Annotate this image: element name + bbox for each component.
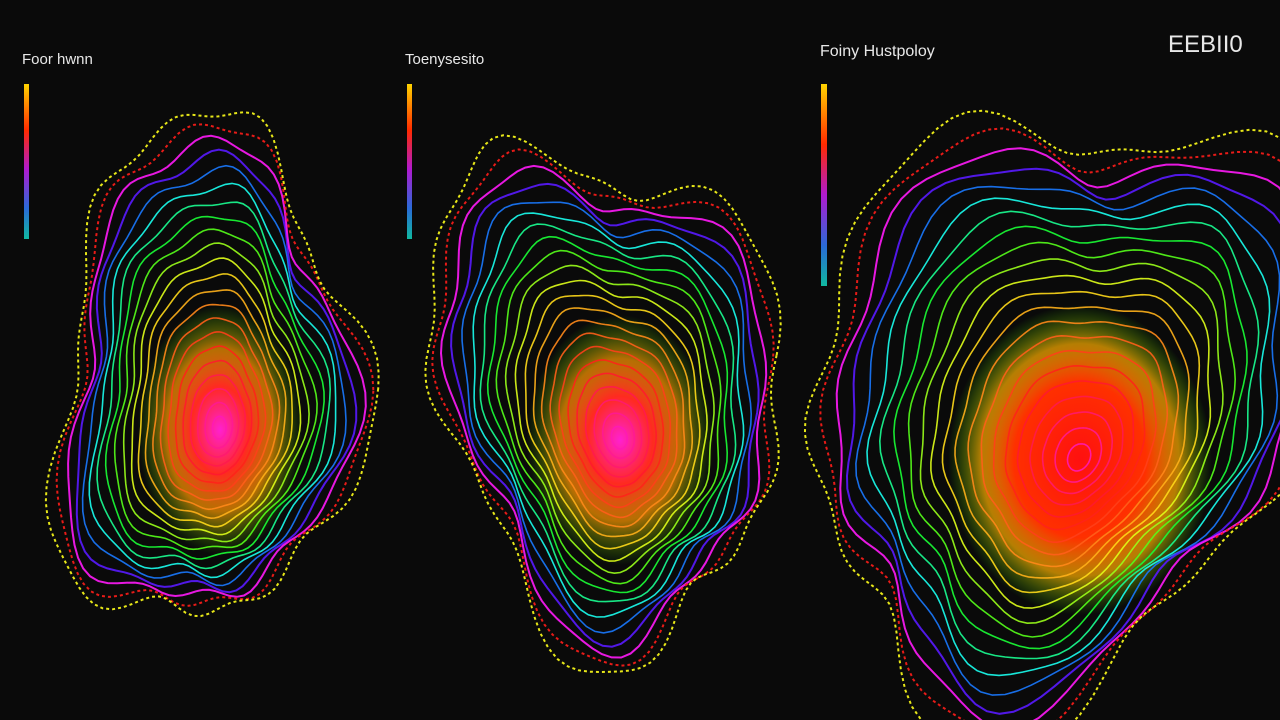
contour-line [504,264,715,575]
contour-line [44,111,380,618]
panel-title: Toenysesito [405,51,484,68]
contour-line [893,225,1248,650]
contour-line [450,182,760,648]
contour-line [930,274,1212,609]
contour-line [576,372,658,488]
contour-line [81,164,347,587]
contour-line [486,235,729,594]
contour-line [479,223,737,603]
contour-line [610,425,628,450]
contour-line [524,294,701,550]
contour-line [1016,380,1135,518]
contour-line [540,319,686,528]
contour-line [152,303,281,511]
contour-line [855,185,1280,696]
contours [44,109,1280,720]
contour-line [1004,364,1146,531]
contour-line [439,164,768,659]
panel-title: Foor hwnn [22,51,93,68]
contour-line [907,241,1237,638]
corner-text: EEBII0 [1168,31,1243,58]
contour-line [1054,427,1103,483]
contour-line [67,134,367,598]
color-bar [407,84,412,239]
color-bar [24,84,29,239]
contour-line [845,167,1280,715]
contour-line [211,415,227,440]
contour-line [182,359,253,476]
contour-line [558,345,672,509]
contour-line [954,306,1190,579]
contour-line [919,258,1224,625]
contour-line [88,182,337,579]
panel-title: Foiny Hustpoloy [820,43,935,60]
contour-line [130,257,302,536]
contour-line [992,349,1157,543]
contour-line [514,279,708,562]
color-bar [821,84,827,286]
contour-line [602,412,636,460]
contour-line [1041,411,1113,495]
contour-line [835,147,1280,720]
contour-line [1029,395,1124,506]
contour-line [967,320,1180,568]
contour-line [159,317,274,501]
contour-line [549,332,678,519]
contour-line [113,228,318,551]
contour-line [167,331,267,492]
contour-line [189,374,246,467]
contour-line [431,148,775,667]
contour-line [174,345,260,484]
contour-line [495,249,722,585]
contour-line [472,212,745,618]
contour-line [122,242,310,543]
contour-line [593,399,643,469]
contour-line [137,273,294,528]
contour-line [941,290,1201,594]
glow [948,305,1212,615]
contour-line [980,334,1169,556]
contour-line [144,289,287,520]
contour-line [204,401,234,449]
contour-line [803,109,1280,720]
contour-line [1066,443,1092,472]
contour-line [55,123,375,607]
contour-line [104,215,325,560]
contour-line [584,386,650,478]
contour-line [878,210,1260,660]
contour-line [75,148,358,594]
contour-line [461,201,753,634]
contour-line [96,201,332,570]
contour-line [197,388,240,458]
contour-line [866,197,1271,677]
contour-line [532,307,693,538]
contour-line [567,359,665,498]
